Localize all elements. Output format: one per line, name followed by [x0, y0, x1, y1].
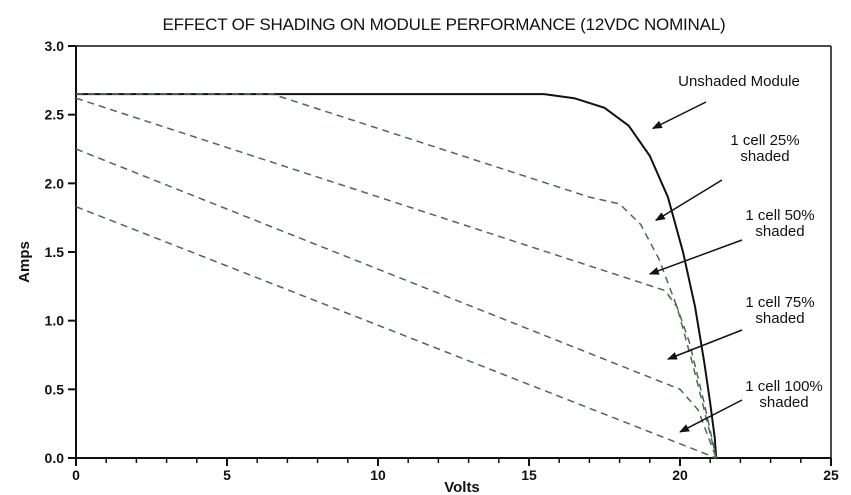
y-tick-label: 0.0 — [45, 450, 65, 466]
y-tick-label: 0.5 — [45, 381, 65, 397]
series-line-1-cell-25-shaded — [76, 93, 717, 459]
chart-title: EFFECT OF SHADING ON MODULE PERFORMANCE … — [163, 15, 726, 34]
y-tick-label: 3.0 — [45, 38, 65, 54]
annotation-arrow — [666, 329, 743, 360]
y-axis-label: Amps — [16, 241, 33, 283]
series-line-1-cell-50-shaded — [75, 97, 717, 459]
annotation-arrow — [654, 179, 723, 222]
annotation-label: 1 cell 50% — [745, 207, 814, 224]
y-tick-label: 1.5 — [45, 244, 65, 260]
annotation-label: shaded — [759, 394, 808, 411]
y-tick-label: 2.5 — [45, 107, 65, 123]
axes: 0.0 0.5 1.0 1.5 2.0 2.5 3.0 0 5 10 15 20 25 — [45, 38, 839, 483]
annotation-arrow — [651, 101, 707, 130]
annotation-label: Unshaded Module — [678, 73, 800, 90]
x-tick-label: 15 — [521, 467, 537, 483]
x-tick-label: 10 — [370, 467, 386, 483]
annotation-label: 1 cell 100% — [745, 378, 823, 395]
x-tick-label: 5 — [223, 467, 231, 483]
annotation-label: 1 cell 25% — [730, 132, 799, 149]
series-layer — [75, 93, 718, 459]
annotation-label: shaded — [755, 310, 804, 327]
x-tick-label: 25 — [823, 467, 839, 483]
x-tick-label: 0 — [72, 467, 80, 483]
series-line-unshaded-module — [76, 93, 718, 459]
annotation-arrow — [648, 239, 743, 275]
series-line-1-cell-100-shaded — [75, 206, 717, 459]
y-tick-label: 1.0 — [45, 313, 65, 329]
annotation-label: shaded — [755, 223, 804, 240]
y-tick-label: 2.0 — [45, 175, 65, 191]
series-line-1-cell-75-shaded — [75, 148, 717, 459]
x-tick-label: 20 — [672, 467, 688, 483]
annotation-label: 1 cell 75% — [745, 294, 814, 311]
annotation-arrow — [679, 399, 743, 433]
annotation-label: shaded — [740, 148, 789, 165]
x-axis-label: Volts — [444, 479, 480, 495]
